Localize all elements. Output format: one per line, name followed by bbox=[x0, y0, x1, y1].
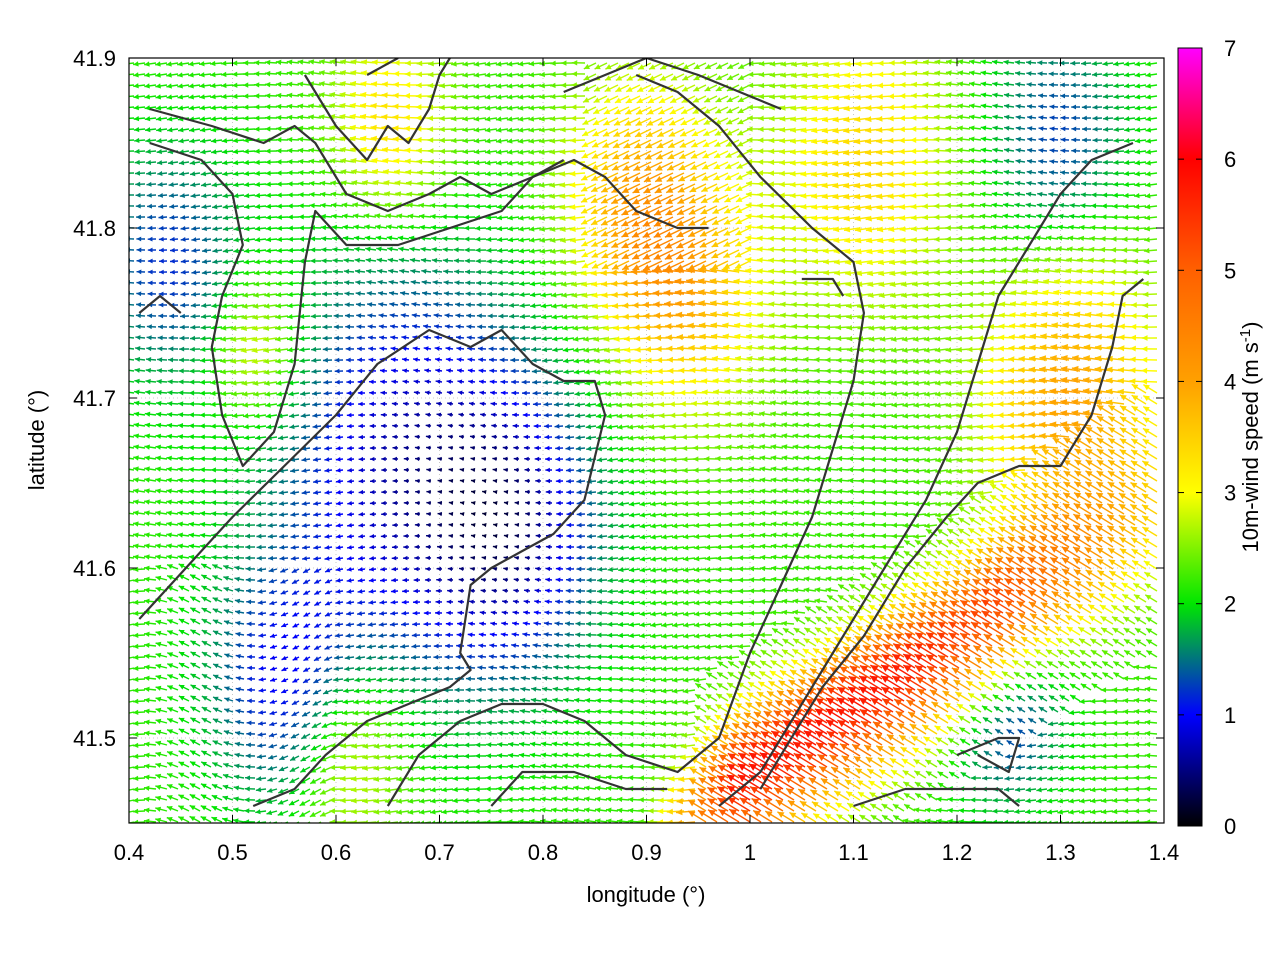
wind-field-chart: 0.4 0.5 0.6 0.7 0.8 0.9 1 1.1 1.2 1.3 1.441.541.64… bbox=[0, 0, 1280, 960]
